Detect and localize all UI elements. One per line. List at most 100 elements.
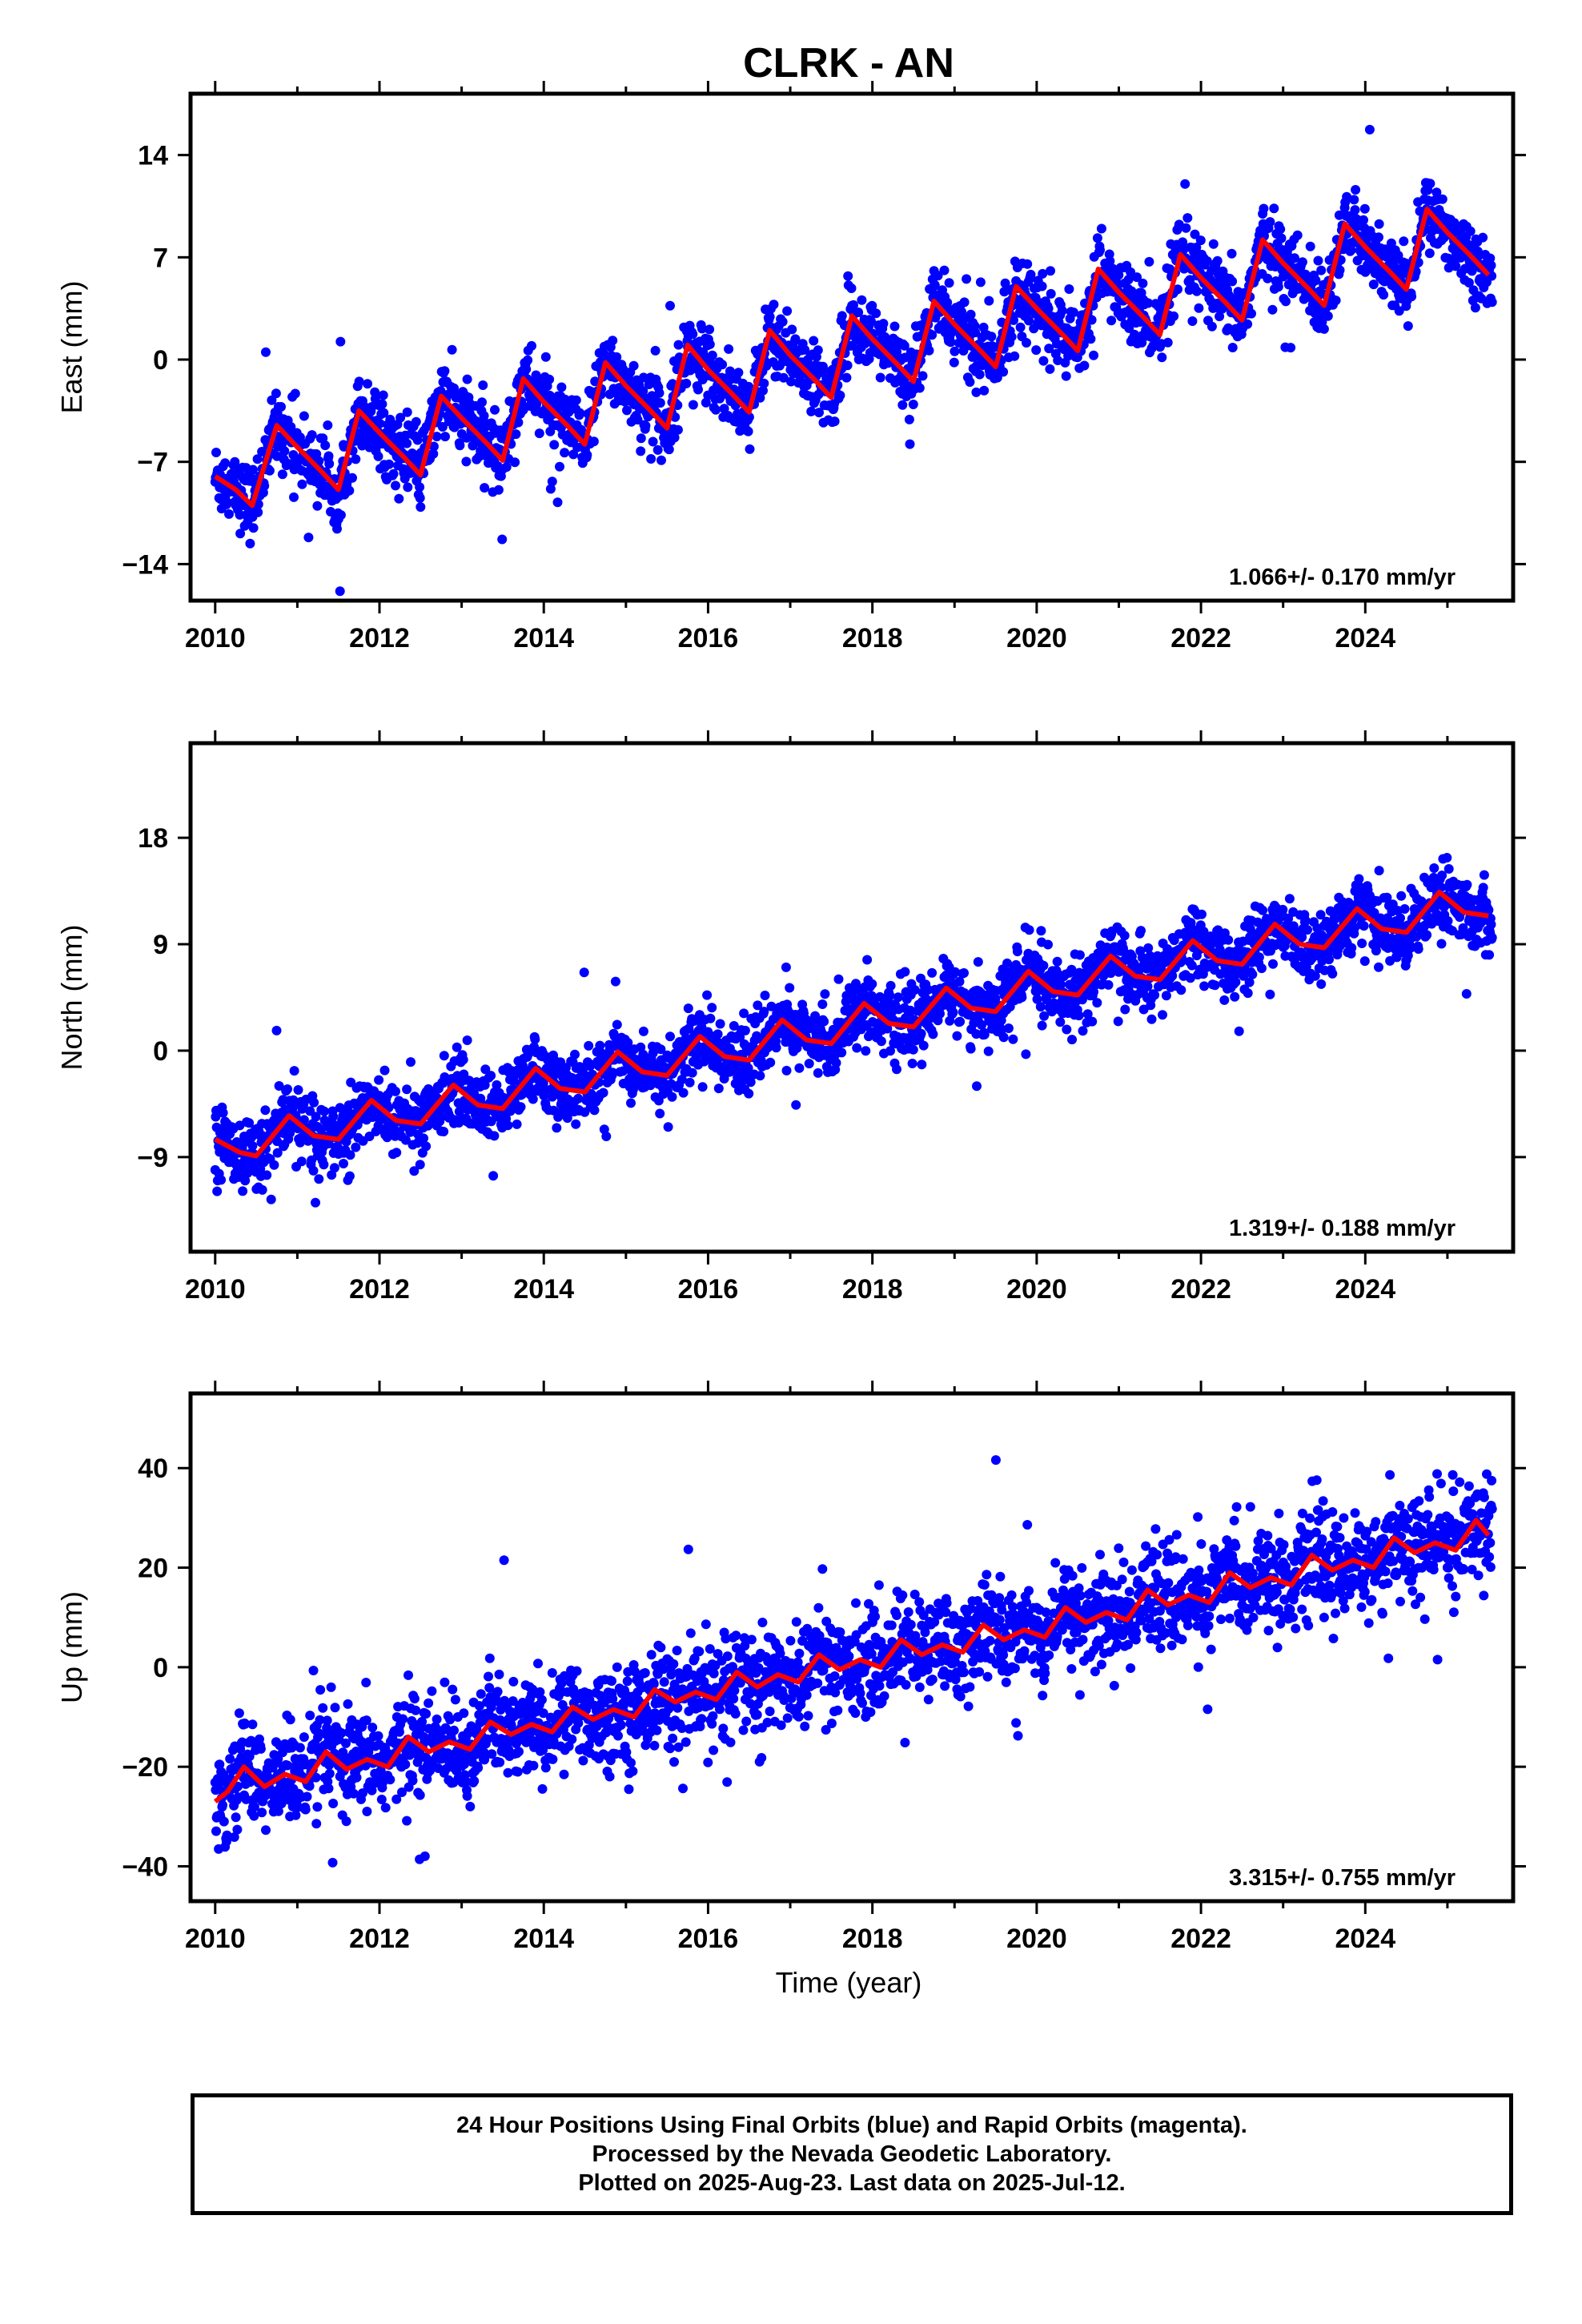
east-point [640,420,651,431]
east-point [1403,321,1413,332]
north-point [687,1068,697,1078]
north-point [1035,1002,1046,1012]
north-point [1021,1049,1031,1059]
north-point [918,1040,929,1051]
east-point [654,388,665,398]
north-point [260,1105,271,1116]
east-point [1191,243,1202,252]
east-point [1247,308,1256,319]
east-point [1106,316,1117,326]
east-point [632,415,643,425]
east-point [523,355,533,365]
north-point [345,1150,355,1160]
north-point [1052,956,1062,967]
east-point [867,300,877,311]
east-point [497,534,508,545]
north-point [678,1088,689,1098]
east-point [786,376,796,387]
east-point [1359,215,1368,225]
east-point [889,321,900,332]
east-point [230,456,240,467]
north-point [409,1166,420,1176]
east-point [608,336,618,346]
east-point [1276,233,1287,243]
east-point [307,430,317,440]
north-point [1185,973,1195,983]
north-point [299,1115,309,1125]
east-point [1269,203,1279,214]
east-point [1022,259,1033,269]
north-point [667,1092,677,1102]
north-point [1158,1010,1167,1020]
north-point [562,1113,572,1124]
north-point [314,1174,324,1184]
east-point [681,378,692,388]
north-point [503,1120,513,1131]
east-point [1068,308,1078,317]
north-point [1245,923,1255,934]
east-point [534,428,544,439]
east-panel: 2010 2012 2014 2016 2018 2020 2022 2024−14−7071… [55,81,1526,653]
east-point [1273,282,1283,292]
east-point [1178,237,1188,247]
east-point [1393,251,1403,260]
north-point [862,955,873,965]
east-x-tick-label: 2014 [513,623,574,653]
figure-title: CLRK - AN [743,40,954,86]
east-point [655,398,665,408]
north-point [804,1059,814,1069]
east-x-tick-label: 2022 [1170,623,1231,653]
east-point [556,382,567,392]
east-point [656,455,666,465]
north-point [419,1133,428,1144]
east-x-tick-label: 2010 [185,623,246,653]
north-point [552,1123,562,1133]
east-point [1485,253,1496,263]
east-point [1182,213,1193,223]
east-point [367,402,377,412]
north-point [759,1007,769,1017]
east-point [290,388,300,399]
north-point [610,976,620,987]
east-point [384,459,394,469]
east-point [829,416,840,427]
north-point [1359,956,1370,967]
north-point [247,1132,257,1143]
east-point [1215,312,1225,322]
east-point [1319,324,1329,334]
east-point [843,271,853,281]
east-point [1138,278,1148,288]
east-point [297,479,307,489]
east-point [211,448,221,457]
east-x-tick-label: 2012 [349,623,410,653]
east-point [373,451,383,461]
east-point [1086,334,1096,344]
north-point [528,1094,538,1104]
east-point [276,402,286,412]
east-point [351,454,361,464]
east-point [1092,233,1102,243]
north-point [1256,963,1267,974]
north-point [1103,979,1114,990]
east-point [568,449,579,460]
north-point [1074,950,1085,960]
east-point [946,337,956,348]
north-point [785,983,795,993]
east-point [986,332,997,342]
east-point [1451,261,1461,271]
east-point [646,454,656,464]
east-point [1015,322,1026,332]
east-point [837,311,847,321]
east-point [899,340,909,351]
north-point [289,1066,299,1076]
north-point [950,967,960,977]
east-point [1031,345,1042,356]
north-point [1278,904,1288,915]
east-point [813,345,823,356]
north-point [296,1156,307,1167]
east-point [1305,241,1315,251]
east-point [1187,316,1198,326]
north-point [771,1043,781,1053]
east-point [1346,245,1356,255]
north-point [309,1097,319,1108]
